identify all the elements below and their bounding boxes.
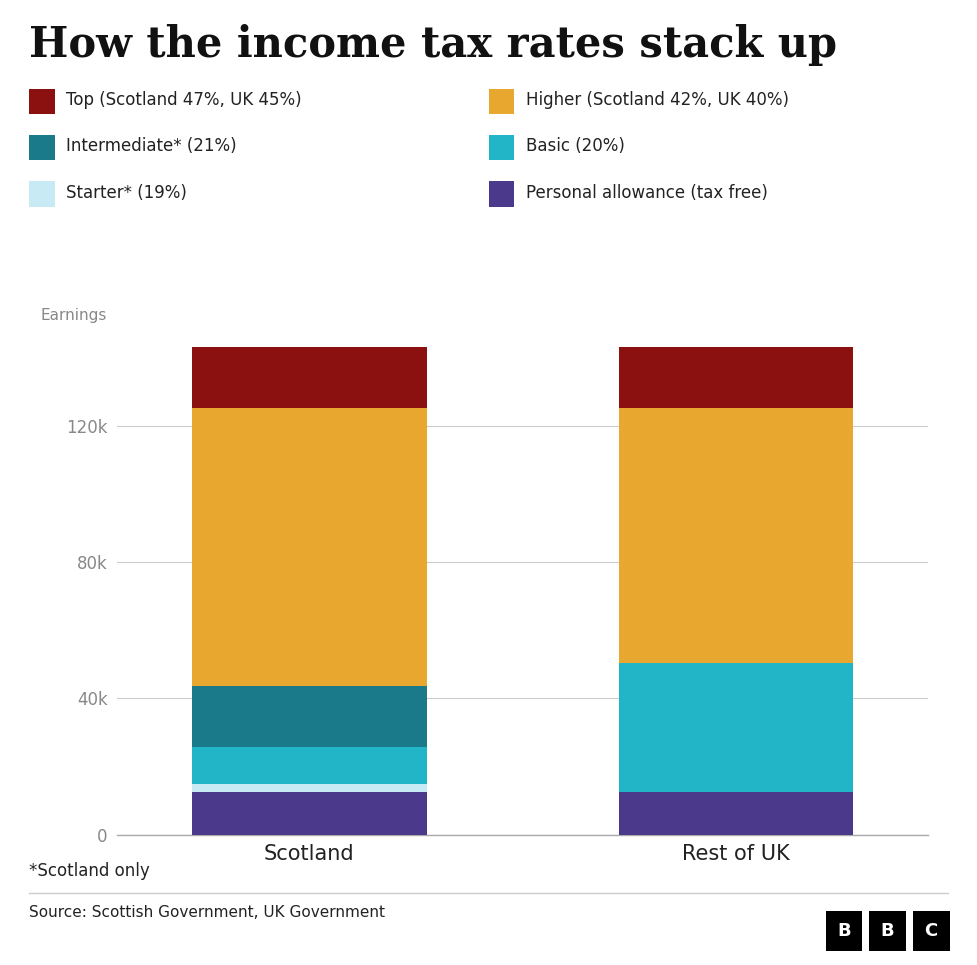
Text: Earnings: Earnings [40, 308, 106, 323]
Bar [191, 785, 427, 792]
Text: Higher (Scotland 42%, UK 40%): Higher (Scotland 42%, UK 40%) [526, 91, 788, 109]
Text: C: C [924, 922, 938, 940]
Bar [618, 408, 854, 663]
Text: B: B [837, 922, 851, 940]
Bar [191, 792, 427, 835]
FancyBboxPatch shape [913, 911, 950, 951]
Text: Starter* (19%): Starter* (19%) [66, 183, 188, 202]
Text: Top (Scotland 47%, UK 45%): Top (Scotland 47%, UK 45%) [66, 91, 302, 109]
Text: Intermediate* (21%): Intermediate* (21%) [66, 137, 237, 155]
Bar [618, 792, 854, 835]
Text: How the income tax rates stack up: How the income tax rates stack up [29, 24, 837, 67]
FancyBboxPatch shape [826, 911, 863, 951]
Text: Basic (20%): Basic (20%) [526, 137, 624, 155]
Bar [618, 346, 854, 408]
Bar [191, 408, 427, 686]
Bar [191, 686, 427, 747]
Bar [618, 663, 854, 792]
Text: B: B [880, 922, 894, 940]
Text: Source: Scottish Government, UK Government: Source: Scottish Government, UK Governme… [29, 905, 385, 921]
Text: *Scotland only: *Scotland only [29, 862, 150, 880]
Bar [191, 747, 427, 785]
FancyBboxPatch shape [870, 911, 906, 951]
Bar [191, 346, 427, 408]
Text: Personal allowance (tax free): Personal allowance (tax free) [526, 183, 768, 202]
